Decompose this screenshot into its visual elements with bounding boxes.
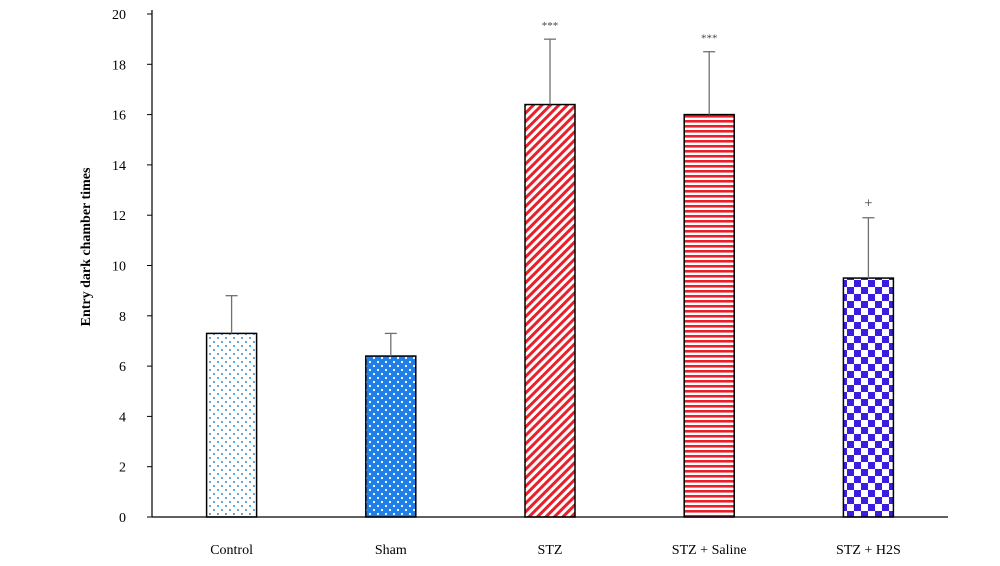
bar-1 (205, 332, 258, 518)
y-tick-label: 18 (112, 58, 126, 73)
annotations-group: *** *** + (542, 20, 873, 212)
category-label-1: Control (210, 543, 253, 558)
y-tick-label: 4 (119, 410, 126, 425)
category-label-2: Sham (375, 543, 407, 558)
y-tick-label: 2 (119, 461, 126, 476)
bar-5 (842, 277, 895, 518)
y-axis-ticks: 0 2 4 6 8 10 12 14 16 18 20 (112, 8, 152, 526)
bar-4 (683, 113, 735, 518)
bar-2 (365, 355, 417, 518)
error-bars-group (225, 38, 875, 357)
bar-3 (524, 103, 576, 518)
category-label-5: STZ + H2S (836, 543, 901, 558)
significance-annotation-5: + (864, 196, 872, 212)
category-label-3: STZ (538, 543, 563, 558)
significance-annotation-4: *** (701, 33, 718, 45)
y-axis-title: Entry dark chamber times (79, 167, 94, 326)
bars-group (205, 103, 895, 518)
x-axis-labels: Control Sham STZ STZ + Saline STZ + H2S (210, 543, 901, 558)
y-tick-label: 14 (112, 159, 126, 174)
y-tick-label: 0 (119, 511, 126, 526)
significance-annotation-3: *** (542, 20, 559, 32)
y-tick-label: 8 (119, 310, 126, 325)
category-label-4: STZ + Saline (672, 543, 747, 558)
y-tick-label: 12 (112, 209, 126, 224)
y-tick-label: 16 (112, 109, 126, 124)
y-tick-label: 6 (119, 360, 126, 375)
y-tick-label: 10 (112, 260, 126, 275)
y-tick-label: 20 (112, 8, 126, 23)
